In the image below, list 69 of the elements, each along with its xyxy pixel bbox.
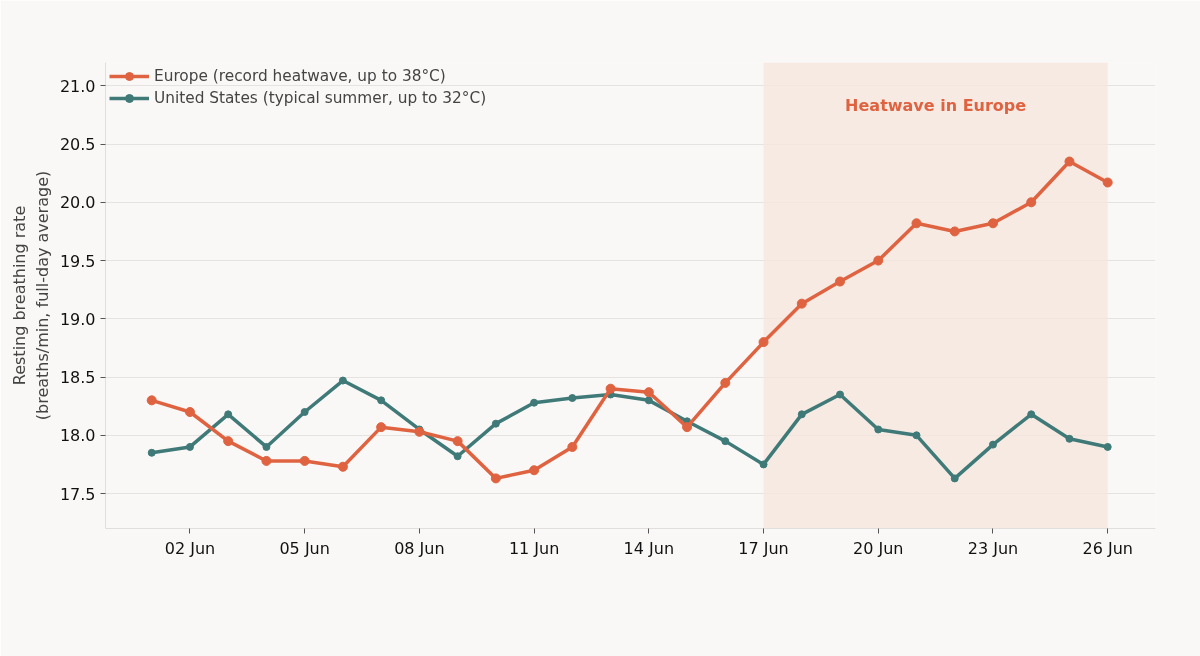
y-tick-label: 18.5 bbox=[59, 368, 96, 388]
legend-label: Europe (record heatwave, up to 38°C) bbox=[154, 67, 446, 85]
y-tick-label: 17.5 bbox=[59, 484, 96, 504]
band-label: Heatwave in Europe bbox=[845, 95, 1027, 115]
point bbox=[874, 425, 883, 434]
point bbox=[759, 460, 768, 469]
point bbox=[338, 376, 347, 385]
point bbox=[299, 455, 310, 466]
point bbox=[1064, 156, 1075, 167]
x-tick-label: 02 Jun bbox=[164, 538, 216, 558]
point bbox=[797, 410, 806, 419]
point bbox=[224, 410, 233, 419]
point bbox=[1026, 197, 1037, 208]
point bbox=[1103, 442, 1112, 451]
point bbox=[796, 298, 807, 309]
point bbox=[377, 396, 386, 405]
point bbox=[490, 473, 501, 484]
point bbox=[185, 442, 194, 451]
point bbox=[1027, 410, 1036, 419]
point bbox=[912, 431, 921, 440]
point bbox=[146, 395, 157, 406]
y-tick-label: 18.0 bbox=[59, 426, 96, 446]
point bbox=[682, 422, 693, 433]
x-tick-label: 20 Jun bbox=[853, 538, 904, 558]
point bbox=[720, 377, 731, 388]
point bbox=[721, 437, 730, 446]
y-tick-label: 20.5 bbox=[59, 135, 96, 155]
point bbox=[376, 422, 387, 433]
point bbox=[147, 448, 156, 457]
y-axis-title: Resting breathing rate (breaths/min, full-day average) bbox=[10, 170, 52, 421]
point bbox=[337, 461, 348, 472]
y-tick-label: 21.0 bbox=[59, 76, 96, 96]
point bbox=[567, 441, 578, 452]
x-tick-label: 11 Jun bbox=[508, 538, 560, 558]
point bbox=[1065, 434, 1074, 443]
point bbox=[836, 390, 845, 399]
point bbox=[758, 337, 769, 348]
point bbox=[568, 394, 577, 403]
y-tick-label: 19.5 bbox=[59, 251, 96, 271]
y-tick-label: 20.0 bbox=[59, 193, 96, 213]
point bbox=[605, 383, 616, 394]
point bbox=[873, 255, 884, 266]
point bbox=[261, 455, 272, 466]
point bbox=[988, 440, 997, 449]
x-tick-label: 08 Jun bbox=[394, 538, 445, 558]
legend-label: United States (typical summer, up to 32°C) bbox=[154, 89, 487, 107]
point bbox=[262, 442, 271, 451]
x-tick-label: 26 Jun bbox=[1082, 538, 1133, 558]
point bbox=[452, 436, 463, 447]
point bbox=[529, 465, 540, 476]
x-tick-label: 17 Jun bbox=[738, 538, 789, 558]
point bbox=[835, 276, 846, 287]
point bbox=[453, 452, 462, 461]
point bbox=[1102, 177, 1113, 188]
point bbox=[223, 436, 234, 447]
point bbox=[644, 396, 653, 405]
point bbox=[950, 474, 959, 483]
x-tick-label: 23 Jun bbox=[967, 538, 1019, 558]
point bbox=[491, 419, 500, 428]
point bbox=[530, 398, 539, 407]
point bbox=[987, 218, 998, 229]
x-tick-label: 05 Jun bbox=[279, 538, 330, 558]
point bbox=[911, 218, 922, 229]
x-tick-label: 14 Jun bbox=[623, 538, 675, 558]
point bbox=[184, 407, 195, 417]
point bbox=[300, 408, 309, 416]
point bbox=[643, 387, 654, 398]
point bbox=[949, 226, 960, 237]
y-tick-label: 19.0 bbox=[59, 309, 96, 329]
